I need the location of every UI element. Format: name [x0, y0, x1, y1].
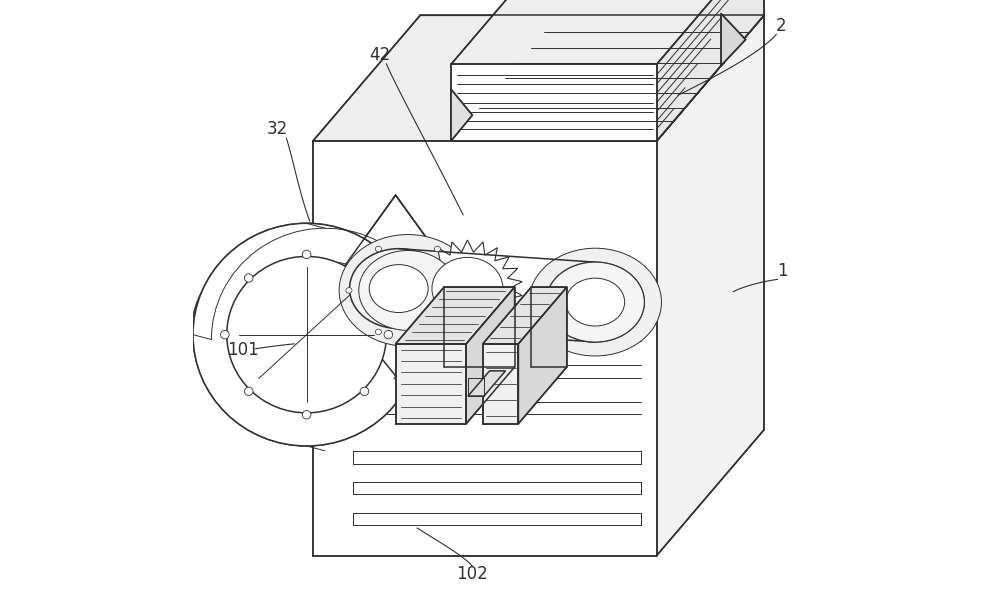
Ellipse shape [360, 387, 369, 395]
Polygon shape [396, 344, 466, 424]
Ellipse shape [244, 274, 253, 282]
Ellipse shape [369, 265, 428, 313]
Polygon shape [413, 240, 522, 337]
Polygon shape [451, 89, 472, 141]
Ellipse shape [302, 411, 311, 419]
Ellipse shape [193, 223, 420, 446]
Polygon shape [518, 287, 567, 424]
Ellipse shape [227, 257, 386, 413]
Ellipse shape [546, 262, 644, 342]
Polygon shape [313, 141, 657, 556]
Ellipse shape [193, 223, 420, 446]
Ellipse shape [529, 248, 661, 356]
Ellipse shape [434, 329, 440, 335]
Polygon shape [396, 287, 515, 344]
Ellipse shape [244, 387, 253, 395]
Text: 42: 42 [370, 46, 391, 64]
Ellipse shape [566, 278, 625, 326]
Polygon shape [468, 371, 506, 396]
Polygon shape [451, 0, 764, 64]
Ellipse shape [350, 249, 448, 328]
Ellipse shape [359, 251, 457, 330]
Ellipse shape [375, 329, 381, 335]
Ellipse shape [221, 330, 229, 339]
Ellipse shape [546, 262, 644, 342]
Polygon shape [313, 15, 764, 141]
Text: 1: 1 [777, 262, 788, 281]
Polygon shape [657, 15, 764, 556]
Text: 102: 102 [456, 565, 488, 583]
Text: 2: 2 [776, 17, 787, 36]
Ellipse shape [384, 330, 393, 339]
Polygon shape [483, 344, 518, 424]
Ellipse shape [257, 230, 288, 253]
Polygon shape [327, 195, 464, 376]
Ellipse shape [375, 246, 381, 252]
Polygon shape [483, 287, 567, 344]
Polygon shape [721, 14, 746, 66]
Ellipse shape [434, 246, 440, 252]
Text: 101: 101 [227, 341, 259, 359]
Ellipse shape [360, 274, 369, 282]
Polygon shape [657, 0, 764, 141]
Ellipse shape [302, 251, 311, 258]
Ellipse shape [346, 287, 352, 293]
Ellipse shape [432, 257, 503, 320]
Text: 32: 32 [266, 120, 288, 138]
Ellipse shape [257, 416, 288, 440]
Ellipse shape [464, 287, 470, 293]
Polygon shape [466, 287, 515, 424]
Polygon shape [451, 64, 657, 141]
Ellipse shape [339, 235, 477, 346]
